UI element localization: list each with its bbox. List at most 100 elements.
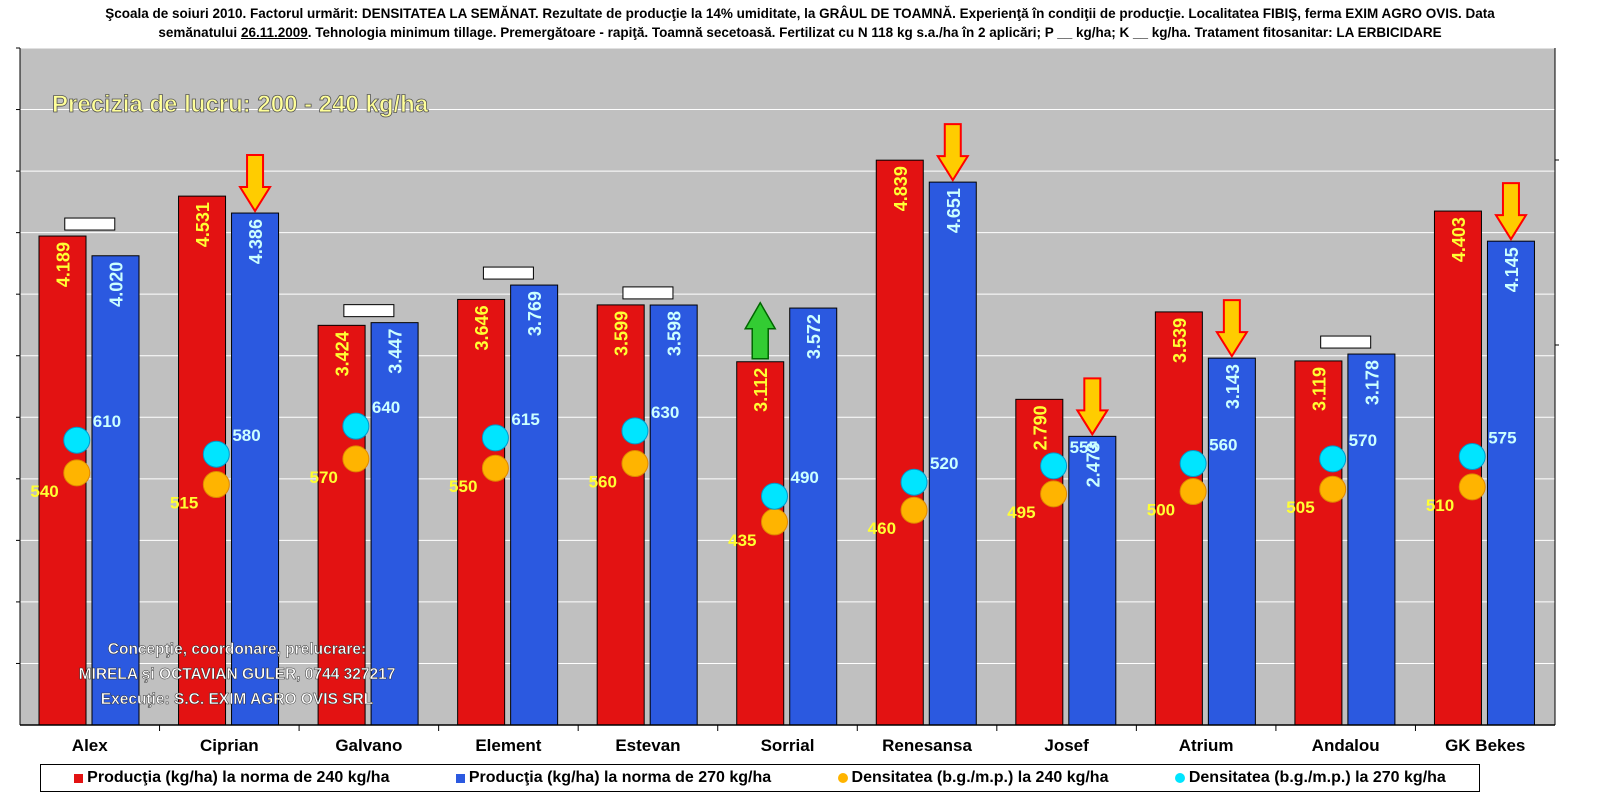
dot-orange bbox=[900, 496, 928, 524]
bar-blue bbox=[789, 307, 838, 726]
data-label-blue: 3.598 bbox=[665, 311, 685, 356]
bar-red bbox=[875, 159, 924, 726]
data-label-red: 3.424 bbox=[333, 331, 353, 376]
legend-item-cyan: Densitatea (b.g./m.p.) la 270 kg/ha bbox=[1174, 769, 1446, 787]
bar-red bbox=[317, 324, 366, 726]
density-label-cyan: 570 bbox=[1349, 431, 1377, 450]
dot-orange bbox=[1040, 480, 1068, 508]
title-line-2-prefix: semănatului bbox=[158, 25, 241, 40]
data-label-blue: 3.178 bbox=[1362, 360, 1382, 405]
bar-blue bbox=[928, 181, 977, 726]
density-label-orange: 495 bbox=[1007, 503, 1035, 522]
legend-orange-dot-icon bbox=[837, 773, 848, 783]
category-label: Element bbox=[475, 736, 541, 755]
bar-red bbox=[736, 361, 785, 726]
dot-cyan bbox=[1458, 443, 1486, 471]
bar-blue bbox=[91, 255, 140, 726]
density-label-orange: 460 bbox=[868, 519, 896, 538]
title-line-2-suffix: . Tehnologia minimum tillage. Premergăto… bbox=[307, 25, 1442, 40]
legend-item-red: Producţia (kg/ha) la norma de 240 kg/ha bbox=[74, 769, 389, 787]
dot-cyan bbox=[621, 417, 649, 445]
dot-orange bbox=[1458, 473, 1486, 501]
density-label-orange: 570 bbox=[309, 468, 337, 487]
category-label: Josef bbox=[1044, 736, 1089, 755]
density-label-cyan: 520 bbox=[930, 454, 958, 473]
data-label-red: 4.189 bbox=[54, 242, 74, 287]
density-label-cyan: 575 bbox=[1488, 429, 1516, 448]
dot-orange bbox=[202, 471, 230, 499]
density-label-orange: 515 bbox=[170, 494, 198, 513]
dot-orange bbox=[761, 508, 788, 536]
dot-orange bbox=[1319, 475, 1347, 503]
dot-orange bbox=[1179, 478, 1207, 506]
bar-blue bbox=[1207, 357, 1256, 726]
data-label-blue: 4.020 bbox=[107, 262, 127, 307]
category-label: Atrium bbox=[1179, 736, 1234, 755]
equal-marker bbox=[622, 286, 674, 300]
density-label-cyan: 580 bbox=[232, 426, 260, 445]
density-label-orange: 510 bbox=[1426, 496, 1454, 515]
title-line-1: Şcoala de soiuri 2010. Factorul urmărit:… bbox=[105, 6, 1495, 21]
dot-orange bbox=[63, 459, 91, 487]
legend-cyan-dot-icon bbox=[1174, 773, 1185, 783]
category-label: GK Bekes bbox=[1445, 736, 1525, 755]
density-label-cyan: 560 bbox=[1209, 436, 1237, 455]
legend: Producţia (kg/ha) la norma de 240 kg/ha … bbox=[40, 764, 1480, 792]
dot-orange bbox=[481, 454, 509, 482]
credits-line-3: Execuţie: S.C. EXIM AGRO OVIS SRL bbox=[101, 691, 373, 708]
chart-title: Şcoala de soiuri 2010. Factorul urmărit:… bbox=[0, 4, 1600, 42]
legend-orange-label: Densitatea (b.g./m.p.) la 240 kg/ha bbox=[851, 769, 1109, 786]
credits-line-1: Concepţie, coordonare, prelucrare: bbox=[108, 641, 366, 658]
category-label: Galvano bbox=[335, 736, 402, 755]
bar-blue bbox=[1068, 435, 1117, 726]
data-label-blue: 4.651 bbox=[944, 188, 964, 233]
category-label: Renesansa bbox=[882, 736, 972, 755]
density-label-orange: 540 bbox=[30, 482, 58, 501]
density-label-orange: 560 bbox=[589, 473, 617, 492]
data-label-red: 2.790 bbox=[1030, 405, 1050, 450]
density-label-orange: 505 bbox=[1286, 498, 1314, 517]
legend-cyan-label: Densitatea (b.g./m.p.) la 270 kg/ha bbox=[1188, 769, 1446, 786]
legend-blue-square-icon bbox=[455, 773, 465, 783]
category-label: Ciprian bbox=[200, 736, 259, 755]
credits: Concepţie, coordonare, prelucrare: MIREL… bbox=[78, 641, 395, 709]
data-label-blue: 3.447 bbox=[386, 329, 406, 374]
density-label-cyan: 490 bbox=[791, 468, 819, 487]
legend-red-label: Producţia (kg/ha) la norma de 240 kg/ha bbox=[87, 769, 390, 786]
arrow-down-icon bbox=[1215, 299, 1249, 359]
bar-blue bbox=[649, 304, 698, 726]
title-sowing-date: 26.11.2009 bbox=[240, 25, 308, 40]
legend-red-square-icon bbox=[74, 773, 84, 783]
arrow-down-icon bbox=[1075, 377, 1110, 437]
density-label-cyan: 610 bbox=[93, 412, 121, 431]
category-label: Alex bbox=[72, 736, 108, 755]
density-label-orange: 550 bbox=[449, 477, 477, 496]
dot-cyan bbox=[481, 424, 509, 452]
dot-cyan bbox=[1319, 445, 1347, 473]
density-label-orange: 435 bbox=[728, 531, 756, 550]
data-label-blue: 3.572 bbox=[804, 314, 824, 359]
equal-marker bbox=[482, 266, 534, 280]
bar-red bbox=[596, 304, 645, 726]
equal-marker bbox=[1320, 335, 1372, 349]
category-label: Andalou bbox=[1312, 736, 1380, 755]
data-label-red: 3.599 bbox=[612, 311, 632, 356]
data-label-blue: 2.473 bbox=[1083, 442, 1103, 487]
legend-blue-label: Producţia (kg/ha) la norma de 270 kg/ha bbox=[468, 769, 772, 786]
precision-annotation: Precizia de lucru: 200 - 240 kg/ha bbox=[52, 91, 429, 118]
density-label-cyan: 615 bbox=[511, 410, 539, 429]
data-label-blue: 4.145 bbox=[1502, 247, 1522, 292]
data-label-red: 3.539 bbox=[1170, 318, 1190, 363]
bar-blue bbox=[1347, 353, 1396, 726]
data-label-red: 3.119 bbox=[1309, 367, 1329, 411]
category-label: Estevan bbox=[615, 736, 680, 755]
arrow-down-icon bbox=[935, 123, 970, 183]
bar-blue bbox=[1486, 240, 1535, 726]
data-label-blue: 3.769 bbox=[525, 291, 545, 336]
bar-red bbox=[1294, 360, 1343, 726]
bar-red bbox=[1154, 311, 1203, 726]
density-label-cyan: 640 bbox=[372, 398, 400, 417]
arrow-up-icon bbox=[743, 301, 777, 360]
dot-orange bbox=[342, 445, 370, 473]
